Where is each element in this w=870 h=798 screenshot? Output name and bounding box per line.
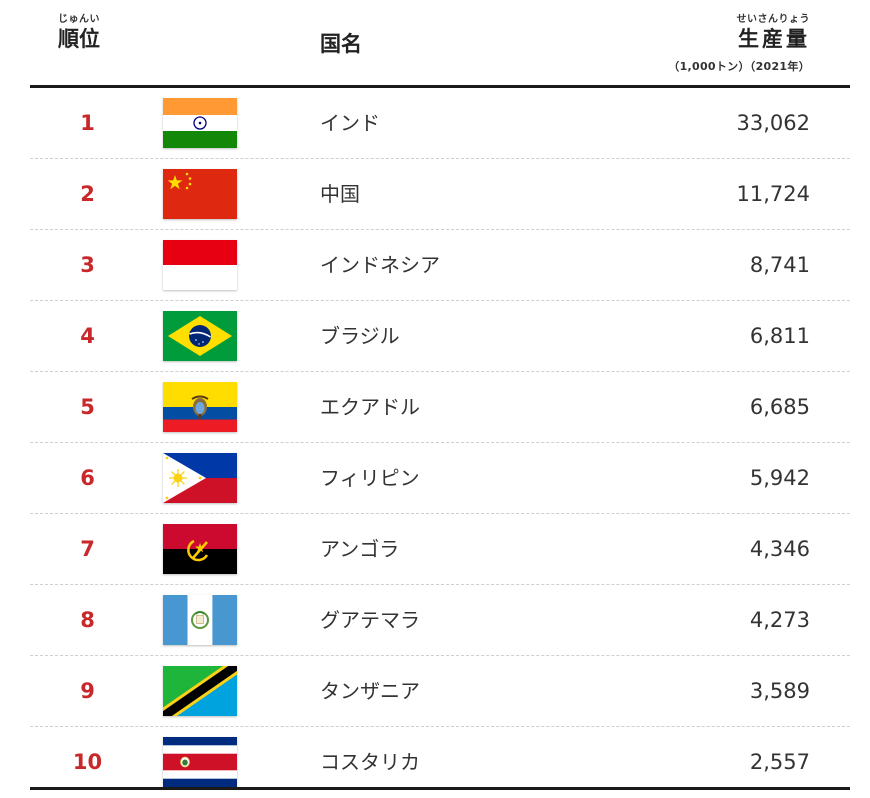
country-name: 中国 [320,182,360,206]
country-name: コスタリカ [320,750,420,774]
production-ruby: せいさんりょう [736,14,810,25]
country-name: フィリピン [320,466,420,490]
rank-number: 2 [80,182,95,206]
rank-header: じゅんい 順位 [58,14,100,52]
production-value: 2,557 [749,750,810,774]
table-bottom-border [30,787,850,790]
production-value: 6,685 [749,395,810,419]
country-name: インド [320,111,380,135]
country-name: グアテマラ [320,608,420,632]
rank-number: 3 [80,253,95,277]
ecuador-flag [163,382,237,432]
costa-rica-flag [163,737,237,787]
table-row: 1 インド 33,062 [30,88,850,159]
header-divider [30,85,850,88]
table-row: 8 グアテマラ 4,273 [30,585,850,656]
rank-number: 5 [80,395,95,419]
country-header: 国名 [320,32,362,56]
rank-ruby: じゅんい [58,14,100,25]
rank-number: 4 [80,324,95,348]
rank-number: 9 [80,679,95,703]
production-header: せいさんりょう 生産量 （1,000トン）（2021年） [668,14,810,74]
production-value: 4,273 [749,608,810,632]
country-name: タンザニア [320,679,420,703]
table-row: 3 インドネシア 8,741 [30,230,850,301]
production-value: 4,346 [749,537,810,561]
indonesia-flag [163,240,237,290]
production-value: 6,811 [749,324,810,348]
production-value: 3,589 [749,679,810,703]
production-value: 11,724 [736,182,810,206]
rank-number: 1 [80,111,95,135]
country-name: インドネシア [320,253,440,277]
table-row: 6 フィリピン [30,443,850,514]
table-row: 2 中国 11,724 [30,159,850,230]
table-header: じゅんい 順位 国名 せいさんりょう 生産量 （1,000トン）（2021年） [30,0,850,86]
production-value: 33,062 [736,111,810,135]
china-flag [163,169,237,219]
table-row: 4 ブラジル 6,811 [30,301,850,372]
guatemala-flag [163,595,237,645]
india-flag [163,98,237,148]
country-name: アンゴラ [320,537,400,561]
tanzania-flag [163,666,237,716]
philippines-flag [163,453,237,503]
table-body: 1 インド 33,062 2 [30,88,850,797]
table-row: 9 タンザニア 3,589 [30,656,850,727]
table-row: 7 アンゴラ 4,346 [30,514,850,585]
unit-note: （1,000トン）（2021年） [668,60,810,73]
table-row: 10 コスタリカ 2,557 [30,727,850,797]
rank-number: 7 [80,537,95,561]
production-value: 8,741 [749,253,810,277]
rank-number: 8 [80,608,95,632]
brazil-flag [163,311,237,361]
rank-label: 順位 [58,27,100,51]
production-label: 生産量 [738,27,810,51]
production-value: 5,942 [749,466,810,490]
country-name: ブラジル [320,324,400,348]
rank-number: 10 [72,750,103,774]
angola-flag [163,524,237,574]
table-row: 5 エクアドル 6,685 [30,372,850,443]
country-name: エクアドル [320,395,420,419]
rank-number: 6 [80,466,95,490]
